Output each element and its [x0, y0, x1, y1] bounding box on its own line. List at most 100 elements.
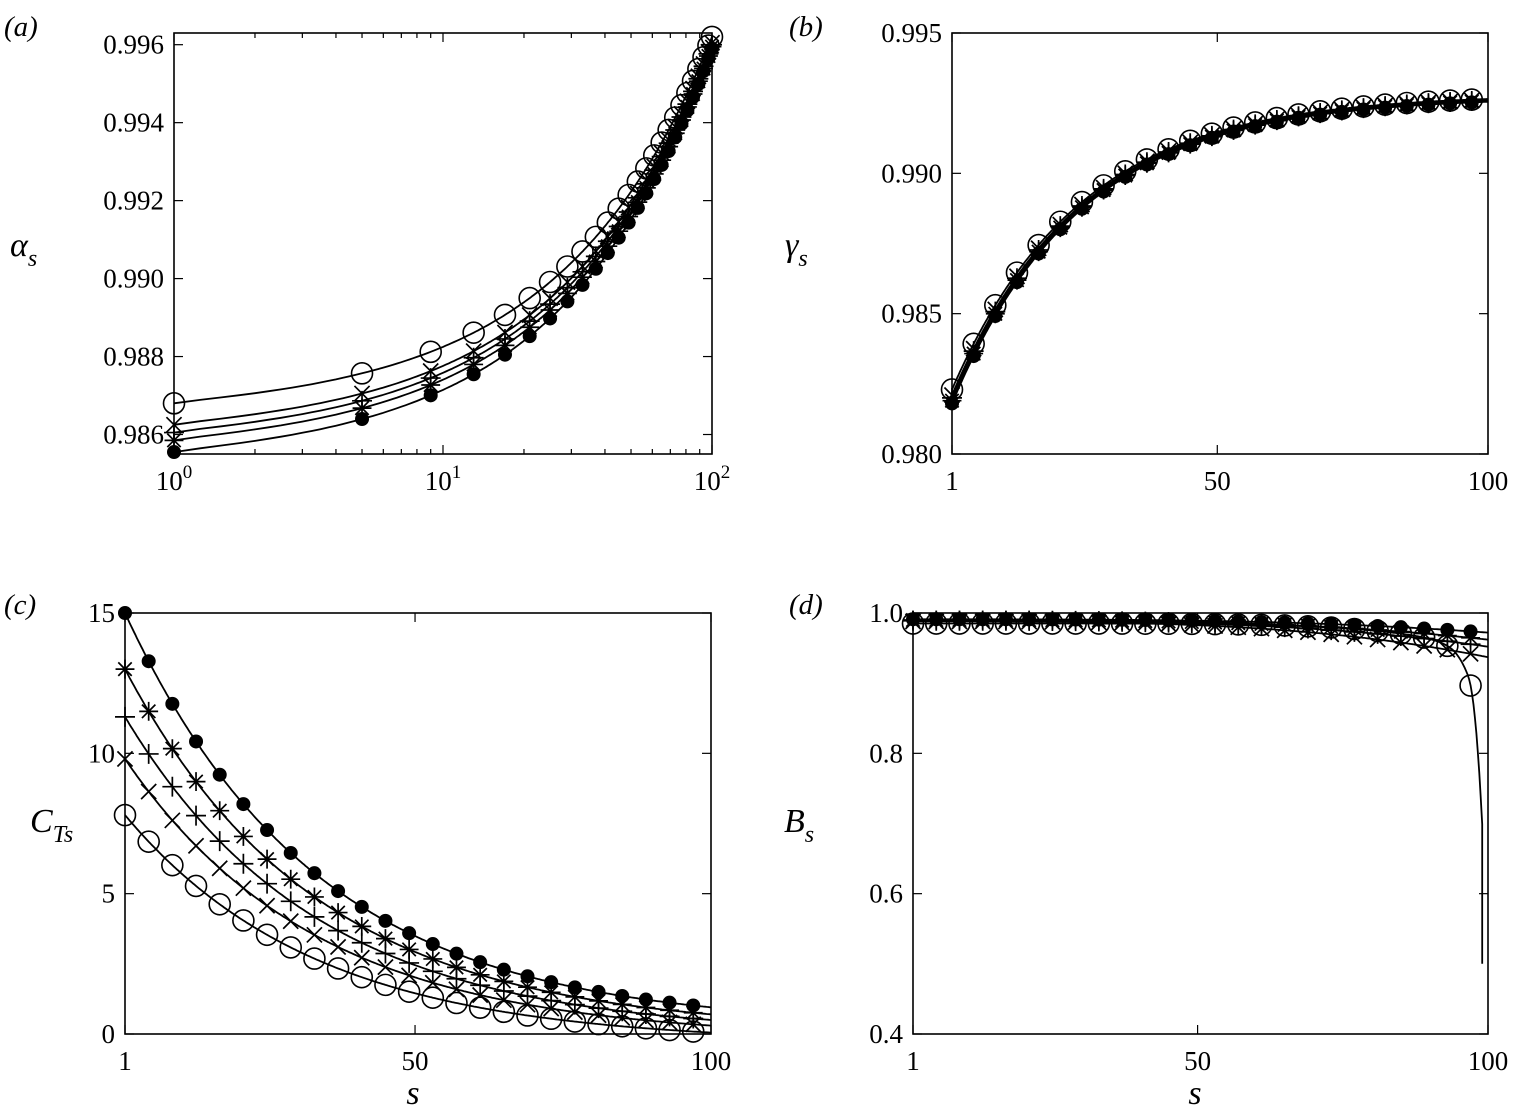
panel-a-ytick-label: 0.988 [103, 342, 164, 372]
panel-b-series-4-point [1074, 201, 1089, 216]
panel-b-series-4-point [1356, 102, 1371, 117]
panel-c-series-3-point [233, 826, 253, 846]
panel-c-series-1-point [140, 783, 157, 800]
panel-a-series-3-point [557, 283, 577, 303]
panel-c-series-0-point [184, 874, 208, 898]
panel-b-series-4-point [1183, 138, 1198, 153]
panel-a-series-2-line [173, 44, 713, 434]
panel-d-series-4-point [1022, 612, 1037, 627]
panel-d-series-4-point [1347, 618, 1362, 633]
panel-b-series-4-point [1313, 107, 1328, 122]
panel-c-series-4-point [449, 946, 464, 961]
panel-d-xtick-label: 100 [1468, 1046, 1509, 1076]
panel-b-series-4-point [1464, 95, 1479, 110]
panel-d-series-4-point [1068, 612, 1083, 627]
panel-a-ytick-label: 0.996 [103, 30, 164, 60]
panel-d-series-4-point [952, 612, 967, 627]
panel-a-series-0-point [518, 286, 541, 310]
panel-c-series-1-point [353, 949, 370, 966]
panel-a-series-4-point [630, 200, 645, 215]
panel-a-series-4-point [166, 445, 182, 460]
panel-a-series-4-point [696, 64, 711, 79]
panel-b-series-4-point [1139, 157, 1154, 172]
panel-d-series-0-line [913, 622, 1484, 964]
panel-d-ylabel-sub: s [805, 822, 814, 848]
panel-c-series-3-point [210, 801, 230, 821]
panel-a-ytick-label: 0.992 [103, 186, 164, 216]
panel-c-series-3-point [565, 987, 585, 1007]
panel-b: (b) γs 0.980 0.985 0.990 0.995 1 50 100 [785, 11, 1508, 496]
panel-c-series-3-point [541, 982, 561, 1002]
panel-c-series-2-point [162, 776, 183, 797]
panel-b-series-4-point [1096, 184, 1111, 199]
panel-a-marks [162, 25, 724, 460]
panel-a-series-4-point [661, 144, 676, 159]
panel-d-series-4-point [1324, 617, 1339, 632]
panel-d-series-4-point [975, 612, 990, 627]
panel-d-tick-labels: 0.4 0.6 0.8 1.0 1 50 100 [869, 598, 1508, 1076]
panel-b-series-4-point [1226, 124, 1241, 139]
panel-c-series-0-point [397, 980, 421, 1003]
panel-b-xtick-label: 100 [1468, 466, 1509, 496]
panel-b-series-4-point [1378, 100, 1393, 115]
panel-c-marks [113, 605, 712, 1043]
panel-a-series-4-point [543, 311, 558, 326]
panel-c-series-1-point [211, 860, 228, 877]
panel-b-frame [951, 32, 1489, 455]
panel-c-series-4-point [165, 696, 180, 711]
panel-c-series-1-point [116, 750, 134, 768]
panel-a-xtick-label: 100 [156, 462, 193, 496]
panel-c-ytick-label: 0 [102, 1019, 116, 1049]
panel-d-xlabel: s [1188, 1075, 1201, 1112]
panel-b-series-4-point [1204, 130, 1219, 145]
panel-d-ytick-label: 0.6 [869, 879, 903, 909]
panel-d-ylabel-main: B [784, 803, 805, 840]
panel-d-series-4-point [1300, 616, 1315, 631]
panel-d-xtick-label: 1 [906, 1046, 920, 1076]
panel-d-series-4-point [1184, 613, 1199, 628]
panel-c-series-3-point [660, 1000, 680, 1020]
panel-c-series-0-point [468, 996, 492, 1019]
panel-a-series-0-point [538, 270, 562, 294]
panel-c-series-2-point [209, 831, 230, 852]
panel-c-series-3-point [139, 701, 159, 721]
panel-c-series-0-point [279, 936, 303, 959]
panel-c-series-0-point [208, 892, 232, 916]
panel-a-series-4-point [588, 261, 603, 276]
panel-a: (a) αs 0.986 0.988 0.990 0.992 0.994 0.996 100… [4, 11, 730, 496]
panel-a-series-4-line [173, 48, 713, 453]
panel-d-series-4-point [1440, 622, 1455, 637]
panel-d-series-4-point [1393, 620, 1408, 635]
panel-c-series-4-point [591, 984, 606, 999]
panel-c-series-4-point [567, 980, 582, 995]
panel-c-series-4-point [141, 654, 156, 669]
panel-b-series-4-point [1009, 275, 1024, 290]
panel-c-ylabel: CTs [30, 803, 73, 848]
panel-c-xtick-label: 50 [402, 1046, 429, 1076]
panel-c-series-3-point [328, 903, 348, 923]
panel-d-series-4-point [1091, 612, 1106, 627]
panel-c-series-3-point [683, 1003, 703, 1023]
panel-d-series-4-point [998, 612, 1013, 627]
panel-d-series-4-point [1161, 613, 1176, 628]
panel-d-ytick-label: 1.0 [869, 598, 903, 628]
panel-a-series-4-point [621, 215, 636, 230]
panel-c: (c) CTs s 0 5 10 15 1 50 100 [4, 589, 731, 1112]
panel-c-series-3-point [518, 977, 537, 997]
panel-c-series-3-point [162, 739, 182, 759]
panel-d-series-4-point [905, 612, 921, 627]
panel-d-xtick-label: 50 [1184, 1046, 1211, 1076]
panel-a-series-4-point [522, 329, 537, 344]
panel-a-ylabel-main: α [10, 227, 29, 264]
panel-c-series-3-point [115, 659, 135, 679]
panel-c-series-2-point [280, 891, 301, 912]
panel-a-series-0-point [162, 392, 186, 415]
panel-c-series-2-point [304, 906, 325, 927]
panel-c-series-1-point [424, 974, 441, 991]
panel-c-series-3-point [304, 887, 324, 907]
panel-a-series-3-line [173, 46, 713, 442]
panel-b-series-4-point [1031, 246, 1046, 261]
panel-b-series-4-point [1053, 222, 1068, 237]
panel-c-series-0-point [255, 923, 279, 947]
panel-d-series-4-point [929, 612, 944, 627]
